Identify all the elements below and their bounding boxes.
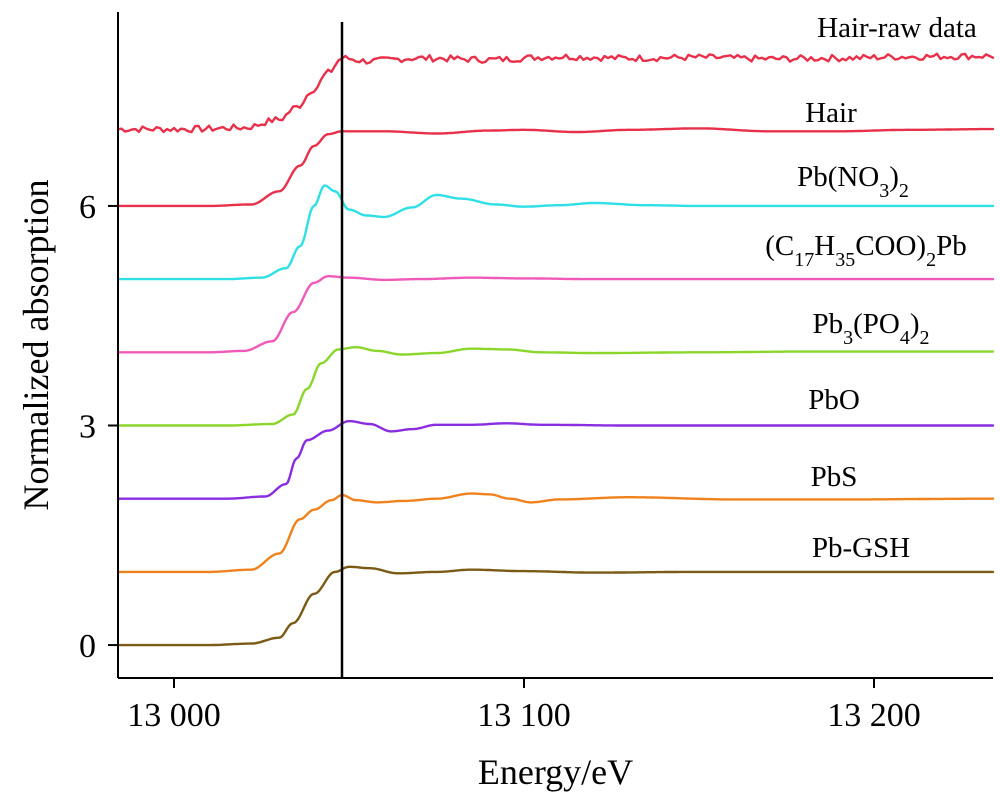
series-label: PbS — [811, 461, 858, 493]
series-label: (C17H35COO)2Pb — [765, 230, 966, 271]
y-tick-label: 0 — [79, 628, 96, 665]
series-line-6 — [116, 492, 995, 574]
series-layer — [116, 52, 995, 647]
y-axis-title: Normalized absorption — [16, 180, 56, 511]
series-label: Pb-GSH — [812, 532, 910, 564]
y-tick-label: 3 — [79, 409, 96, 446]
series-line-5 — [116, 419, 995, 500]
series-labels: Hair-raw data Hair Pb(NO3)2 (C17H35COO)2Pb P… — [765, 12, 977, 564]
series-label: PbO — [808, 384, 860, 416]
series-label: Hair-raw data — [817, 12, 977, 44]
x-tick-label: 13 000 — [127, 697, 221, 734]
series-line-1 — [116, 127, 995, 208]
y-ticks: 0 3 6 — [79, 189, 118, 665]
series-line-0 — [116, 52, 995, 134]
series-line-4 — [116, 346, 995, 427]
series-label: Hair — [805, 97, 857, 129]
x-ticks: 13 000 13 100 13 200 — [127, 678, 921, 734]
series-line-3 — [116, 275, 995, 354]
series-label: Pb3(PO4)2 — [812, 308, 929, 349]
x-axis-title: Energy/eV — [478, 752, 633, 792]
series-line-7 — [116, 565, 995, 647]
x-tick-label: 13 100 — [477, 697, 571, 734]
x-tick-label: 13 200 — [827, 697, 921, 734]
y-tick-label: 6 — [79, 189, 96, 226]
series-label: Pb(NO3)2 — [797, 161, 909, 202]
series-line-2 — [116, 184, 995, 281]
